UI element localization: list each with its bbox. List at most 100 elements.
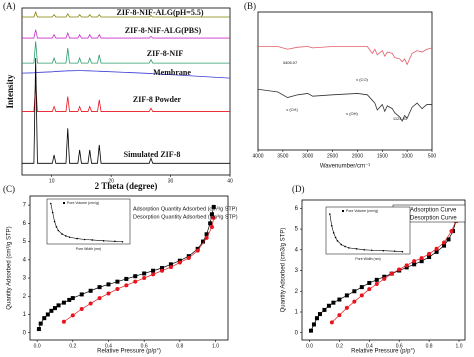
x-tick-label: 2500 <box>327 153 338 159</box>
point <box>427 255 432 260</box>
point <box>208 221 213 226</box>
inset-legend-marker <box>342 210 344 212</box>
point <box>36 327 41 332</box>
point <box>201 239 206 244</box>
point <box>70 313 75 318</box>
inset-curve <box>329 214 403 252</box>
point <box>337 313 342 318</box>
inset-legend: Pore Volume (cm³/g) <box>67 201 99 205</box>
point <box>106 291 111 296</box>
y-tick-label: 3 <box>23 276 27 282</box>
panel-label: (D) <box>292 184 305 194</box>
point <box>61 300 66 305</box>
legend-label: Desorption Quantity Adsorbed (cm³/g STP) <box>133 214 238 220</box>
inset-point <box>102 240 105 242</box>
point <box>42 316 47 321</box>
point <box>67 297 72 302</box>
series-label: ZIF-8-NIF <box>147 49 184 58</box>
point <box>344 305 349 310</box>
inset-x-label: Pore Width (nm) <box>355 257 380 261</box>
point <box>344 293 349 298</box>
point <box>151 268 156 273</box>
point <box>331 300 336 305</box>
point <box>124 276 129 281</box>
x-tick-label: 1000 <box>402 153 413 159</box>
point <box>326 303 331 308</box>
xrd-curve <box>22 29 230 39</box>
y-tick-label: 1 <box>23 312 27 318</box>
x-tick-label: 0.8 <box>176 343 183 349</box>
point <box>412 259 417 264</box>
inset-frame <box>46 198 131 245</box>
point <box>88 288 93 293</box>
point <box>56 303 61 308</box>
legend-label: Adsorption Quantity Adsorbed (cm³/g STP) <box>133 206 237 212</box>
point <box>314 316 319 321</box>
y-tick-label: 4 <box>23 257 27 263</box>
point <box>151 272 156 277</box>
xrd-curve <box>22 10 230 18</box>
xrd-curve <box>22 58 230 164</box>
inset-legend: Pore Volume (cm³/g) <box>346 209 378 213</box>
x-tick-label: 0.0 <box>306 343 313 349</box>
series-label: Membrane <box>153 68 191 77</box>
y-tick-label: 1 <box>295 310 299 316</box>
point <box>133 279 138 284</box>
point <box>79 307 84 312</box>
series-label: ZIF-8-NIF-ALG(PBS) <box>125 26 202 35</box>
inset-point <box>65 235 67 237</box>
x-tick-label: 500 <box>428 153 437 159</box>
x-tick-label: 30 <box>168 178 174 184</box>
x-tick-label: 0.2 <box>69 343 76 349</box>
point <box>337 297 342 302</box>
point <box>427 251 432 256</box>
x-tick-label: 4000 <box>252 153 263 159</box>
inset-curve <box>50 203 123 243</box>
point <box>97 285 102 290</box>
point <box>204 235 209 240</box>
point <box>168 262 173 267</box>
x-tick-label: 2000 <box>352 153 363 159</box>
annotation: v (OH) <box>346 111 358 116</box>
point <box>442 240 447 245</box>
inset-point <box>121 240 124 243</box>
inset-point <box>332 232 335 234</box>
xrd-curve <box>21 70 231 79</box>
inset-point <box>401 250 404 253</box>
point <box>374 282 379 286</box>
x-tick-label: 0.4 <box>105 343 112 349</box>
inset-point <box>329 213 331 215</box>
point <box>329 320 334 325</box>
point <box>115 279 120 284</box>
plot-frame <box>29 195 229 341</box>
point <box>308 328 313 333</box>
point <box>446 237 451 242</box>
y-tick-label: 6 <box>23 221 27 227</box>
x-tick-label: 1500 <box>377 153 388 159</box>
x-tick-label: 0.6 <box>396 343 403 349</box>
point <box>177 260 182 265</box>
point <box>397 267 402 272</box>
inset-point <box>334 236 337 239</box>
inset-point <box>382 249 385 252</box>
point <box>52 306 57 311</box>
y-axis-label: Intensity <box>5 74 15 109</box>
panel-label: (A) <box>3 1 16 11</box>
point <box>359 293 364 298</box>
inset-point <box>57 229 60 232</box>
point <box>374 277 379 282</box>
point <box>442 243 447 248</box>
inset-point <box>51 211 54 214</box>
inset-point <box>336 240 339 242</box>
inset-point <box>393 250 396 252</box>
xrd-curve <box>22 41 230 64</box>
point <box>419 256 424 261</box>
inset-point <box>76 237 78 240</box>
annotation: v (CO) <box>356 77 368 82</box>
inset-point <box>344 245 346 248</box>
point <box>133 274 138 279</box>
x-tick-label: 0.4 <box>366 343 373 349</box>
annotation: 3406.07 <box>283 60 298 65</box>
point <box>160 268 164 273</box>
point <box>389 271 394 276</box>
